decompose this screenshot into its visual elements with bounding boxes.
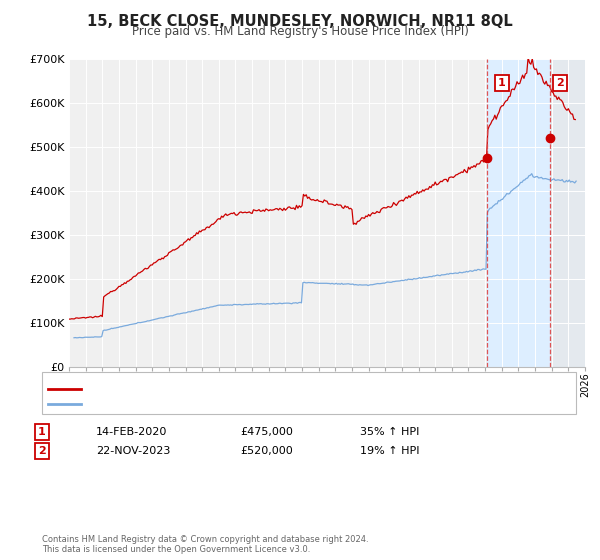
Text: 15, BECK CLOSE, MUNDESLEY, NORWICH, NR11 8QL: 15, BECK CLOSE, MUNDESLEY, NORWICH, NR11…	[87, 14, 513, 29]
Text: 19% ↑ HPI: 19% ↑ HPI	[360, 446, 419, 456]
Text: 1: 1	[38, 427, 46, 437]
Text: 2: 2	[556, 78, 564, 88]
Text: 22-NOV-2023: 22-NOV-2023	[96, 446, 170, 456]
Text: Contains HM Land Registry data © Crown copyright and database right 2024.
This d: Contains HM Land Registry data © Crown c…	[42, 535, 368, 554]
Text: 2: 2	[38, 446, 46, 456]
Text: HPI: Average price, detached house, North Norfolk: HPI: Average price, detached house, Nort…	[87, 399, 350, 409]
Text: £520,000: £520,000	[240, 446, 293, 456]
Bar	[550, 59, 585, 367]
Text: 15, BECK CLOSE, MUNDESLEY, NORWICH, NR11 8QL (detached house): 15, BECK CLOSE, MUNDESLEY, NORWICH, NR11…	[87, 384, 454, 394]
Bar	[550, 59, 585, 367]
Text: Price paid vs. HM Land Registry's House Price Index (HPI): Price paid vs. HM Land Registry's House …	[131, 25, 469, 38]
Text: £475,000: £475,000	[240, 427, 293, 437]
Bar	[487, 59, 550, 367]
Text: 14-FEB-2020: 14-FEB-2020	[96, 427, 167, 437]
Text: 1: 1	[498, 78, 506, 88]
Text: 35% ↑ HPI: 35% ↑ HPI	[360, 427, 419, 437]
